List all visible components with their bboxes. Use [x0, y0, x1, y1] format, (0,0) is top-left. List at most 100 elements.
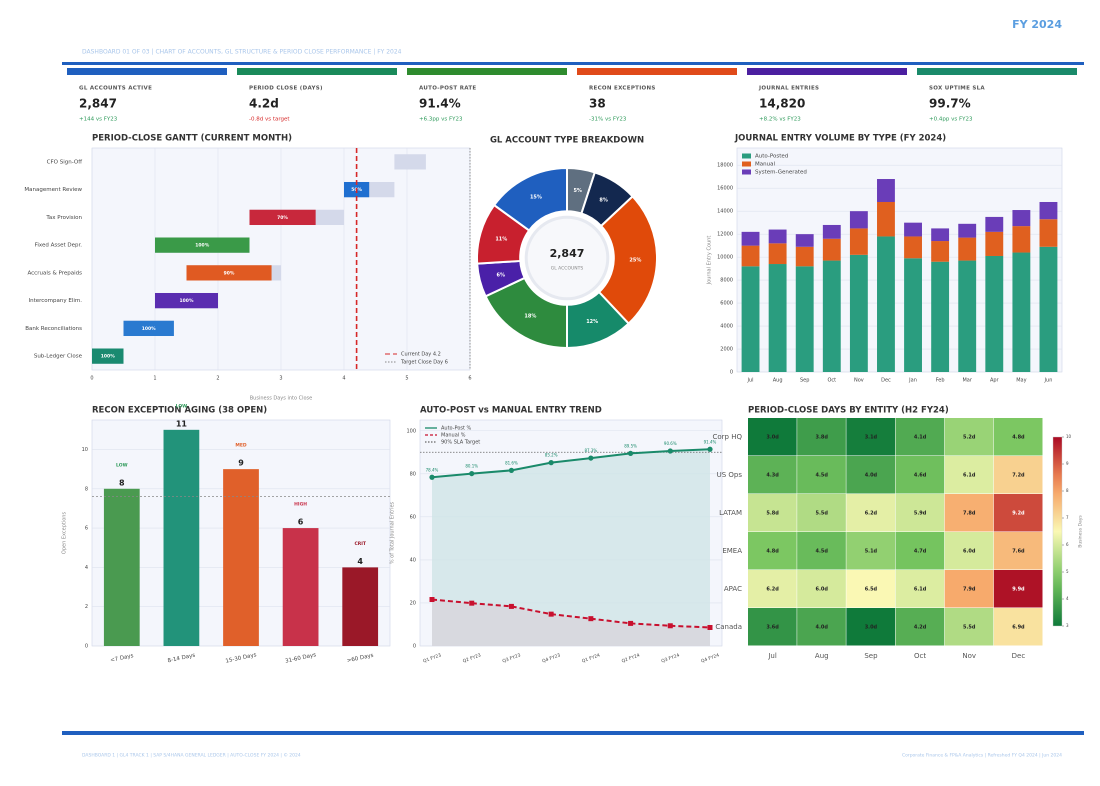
header-rule: [62, 62, 1084, 65]
progress-label: 100%: [142, 326, 156, 332]
severity-label: CRIT: [354, 541, 366, 547]
heat-cell: [846, 532, 895, 570]
bar-segment: [1039, 219, 1058, 247]
bar-segment: [877, 236, 895, 372]
kpi-stripe: [917, 68, 1077, 75]
cell-label: 6.2d: [766, 587, 779, 593]
bar-segment: [795, 266, 814, 372]
chart-title: AUTO-POST vs MANUAL ENTRY TREND: [420, 406, 602, 416]
y-tick-label: 0: [730, 370, 733, 376]
task-progress: [186, 265, 272, 281]
bar: [282, 528, 319, 646]
y-tick-label: 0: [413, 644, 416, 650]
cell-label: 5.9d: [914, 511, 927, 517]
y-tick-label: 16000: [717, 186, 733, 192]
y-tick-label: 0: [85, 644, 88, 650]
severity-label: HIGH: [294, 502, 307, 508]
x-tick-label: 2: [216, 376, 219, 382]
row-label: Corp HQ: [713, 433, 743, 441]
task-progress: [249, 209, 316, 226]
area-fill: [432, 449, 710, 646]
kpi-label: AUTO-POST RATE: [419, 86, 476, 92]
row-label: US Ops: [717, 471, 743, 479]
y-tick-label: 40: [410, 557, 416, 563]
chart-title: JOURNAL ENTRY VOLUME BY TYPE (FY 2024): [734, 134, 946, 144]
heat-cell: [944, 494, 994, 532]
colorbar-tick-label: 5: [1066, 569, 1069, 574]
bar: [103, 488, 140, 646]
progress-label: 100%: [180, 298, 194, 304]
task-progress: [155, 237, 250, 253]
bar-segment: [1012, 210, 1031, 227]
heat-cell: [748, 532, 797, 570]
cell-label: 5.5d: [816, 511, 829, 517]
point: [469, 470, 475, 477]
colorbar-tick-label: 7: [1066, 515, 1069, 520]
row-label: APAC: [724, 585, 742, 593]
bar-segment: [768, 243, 787, 265]
heat-cell: [797, 494, 846, 532]
kpi-stripe: [67, 68, 227, 75]
slice-label: 18%: [524, 313, 536, 319]
bar-segment: [931, 228, 950, 242]
x-tick-label: Oct: [827, 378, 836, 384]
heat-cell: [846, 418, 895, 456]
legend-label: System-Generated: [755, 170, 807, 176]
donut-center: [524, 215, 610, 301]
x-tick-label: 1: [153, 376, 156, 382]
y-tick-label: 18000: [717, 163, 733, 169]
value-label: 9: [238, 459, 244, 468]
x-tick-label: May: [1016, 378, 1026, 384]
bar-segment: [822, 238, 841, 261]
cell-label: 6.0d: [963, 549, 976, 555]
x-tick-label: 5: [405, 376, 408, 382]
bar-segment: [877, 179, 895, 202]
heat-cell: [846, 494, 895, 532]
point-label: 89.5%: [624, 443, 637, 448]
cell-label: 6.1d: [963, 473, 976, 479]
bar-segment: [1012, 252, 1031, 372]
cell-label: 3.0d: [766, 435, 779, 441]
point: [628, 620, 634, 626]
point-label: 80.1%: [465, 464, 478, 469]
column-label: Jul: [767, 652, 777, 660]
heat-cell: [748, 608, 797, 646]
x-tick-label: >60 Days: [346, 653, 374, 665]
task-label: Intercompany Elim.: [28, 298, 82, 304]
bar-segment: [849, 228, 868, 255]
x-axis-label: Business Days into Close: [250, 396, 313, 402]
kpi-label: GL ACCOUNTS ACTIVE: [79, 86, 152, 92]
heat-cell: [748, 456, 797, 494]
heat-cell: [944, 418, 994, 456]
y-tick-label: 100: [406, 428, 416, 434]
x-tick-label: Apr: [990, 378, 1000, 384]
heat-cell: [895, 418, 945, 456]
point: [667, 448, 673, 454]
heat-cell: [748, 570, 797, 608]
colorbar-tick-label: 6: [1066, 542, 1069, 547]
heat-cell: [846, 608, 895, 646]
chart-title: PERIOD-CLOSE DAYS BY ENTITY (H2 FY24): [748, 406, 949, 416]
y-tick-label: 6: [85, 526, 88, 532]
y-tick-label: 20: [410, 600, 416, 606]
cell-label: 3.6d: [766, 625, 779, 631]
heat-cell: [993, 608, 1043, 646]
chart-title: PERIOD-CLOSE GANTT (CURRENT MONTH): [92, 134, 292, 144]
center-label: GL ACCOUNTS: [551, 266, 584, 272]
kpi-value: 2,847: [79, 97, 117, 111]
x-tick-label: Jul: [747, 378, 754, 384]
point-label: 85.2%: [545, 453, 558, 458]
x-tick-label: Jun: [1044, 378, 1053, 384]
y-tick-label: 10000: [717, 255, 733, 261]
y-tick-label: 8: [85, 486, 88, 492]
column-label: Dec: [1012, 652, 1026, 660]
y-tick-label: 2000: [720, 347, 733, 353]
kpi-stripe: [747, 68, 907, 75]
legend-label: Current Day 4.2: [401, 352, 441, 358]
cell-label: 6.2d: [865, 511, 878, 517]
progress-label: 90%: [224, 270, 235, 276]
bar: [223, 469, 259, 646]
task-label: Fixed Asset Depr.: [35, 243, 83, 249]
point-label: 91.4%: [704, 439, 717, 444]
x-tick-label: Nov: [854, 378, 864, 384]
